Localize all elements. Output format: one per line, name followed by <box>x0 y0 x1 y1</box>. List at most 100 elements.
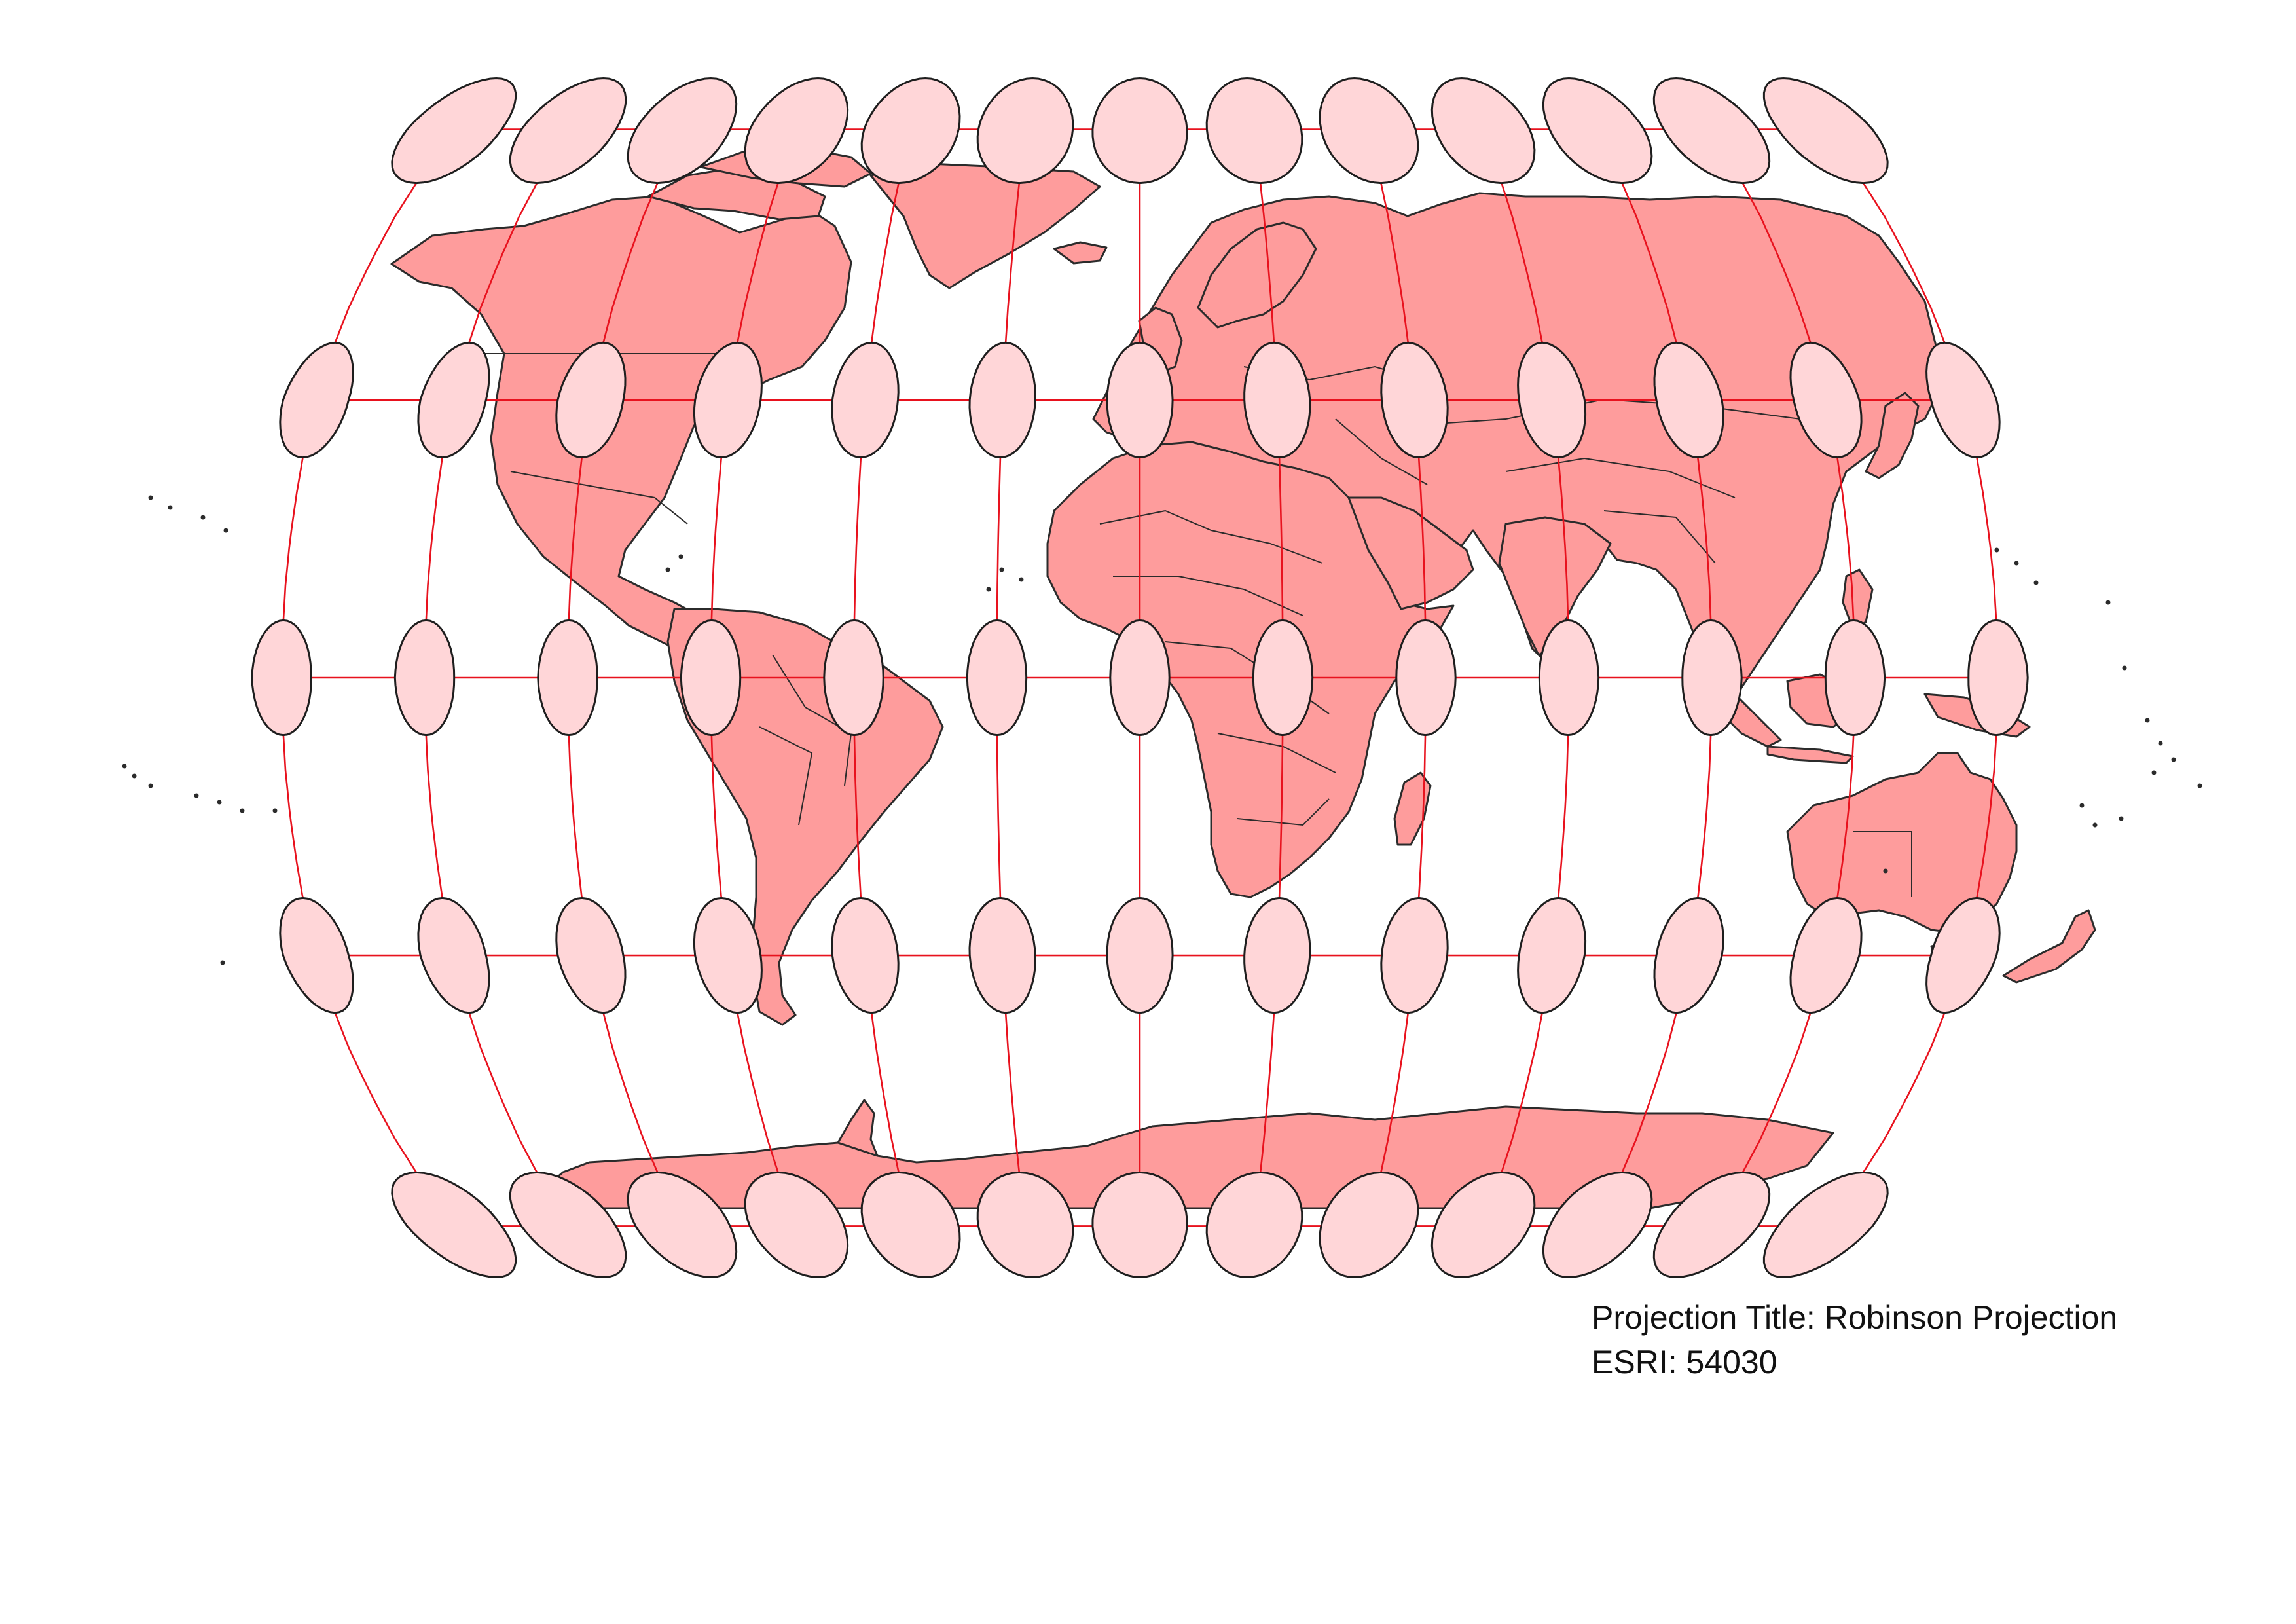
tissot-ellipse <box>1762 1171 1889 1279</box>
tissot-ellipse <box>279 896 354 1014</box>
tissot-ellipse <box>744 77 849 185</box>
tissot-ellipse <box>1205 1171 1303 1279</box>
islet <box>986 587 991 592</box>
tissot-indicatrices <box>251 77 2029 1279</box>
tissot-ellipse <box>968 896 1036 1014</box>
tissot-ellipse <box>976 77 1074 185</box>
scandinavia <box>1197 221 1317 329</box>
islet <box>272 808 278 813</box>
tissot-ellipse <box>1967 619 2029 737</box>
tissot-ellipse <box>1430 1171 1536 1279</box>
tissot-ellipse <box>1925 341 2001 459</box>
tissot-ellipse <box>860 77 961 185</box>
tissot-ellipse <box>555 896 627 1014</box>
tissot-ellipse <box>391 77 517 185</box>
islet <box>2079 803 2085 808</box>
islet <box>2119 816 2124 821</box>
islet <box>220 960 225 965</box>
esri-code: ESRI: 54030 <box>1592 1344 1777 1380</box>
projection-title: Projection Title: Robinson Projection <box>1592 1299 2118 1336</box>
tissot-ellipse <box>1243 896 1311 1014</box>
tissot-ellipse <box>1319 1171 1419 1279</box>
islet <box>2158 741 2163 746</box>
tissot-ellipse <box>1925 896 2001 1014</box>
tissot-ellipse <box>860 1171 961 1279</box>
islet <box>240 808 245 813</box>
islet <box>678 554 683 559</box>
tissot-ellipse <box>1824 619 1886 737</box>
tissot-ellipse <box>1653 341 1724 459</box>
tissot-ellipse <box>1789 896 1863 1014</box>
islet <box>217 800 222 805</box>
islet <box>2171 757 2176 762</box>
islet <box>132 773 137 779</box>
tissot-ellipse <box>627 1171 738 1279</box>
islet <box>200 515 206 520</box>
islet <box>2092 822 2098 828</box>
islet <box>194 793 199 798</box>
iceland <box>1053 241 1108 265</box>
tissot-ellipse <box>1653 896 1724 1014</box>
japan <box>1865 392 1920 479</box>
tissot-ellipse <box>417 896 490 1014</box>
tissot-ellipse <box>831 896 900 1014</box>
tissot-ellipse <box>1538 619 1600 737</box>
tissot-ellipse <box>1106 341 1174 459</box>
islet <box>168 505 173 510</box>
tissot-ellipse <box>1319 77 1419 185</box>
islet <box>148 783 153 788</box>
tissot-ellipse <box>555 341 627 459</box>
islet <box>1019 577 1024 582</box>
islet <box>1883 868 1888 874</box>
islet <box>2151 770 2157 775</box>
tissot-ellipse <box>831 341 900 459</box>
philippines <box>1842 568 1874 630</box>
tissot-ellipse <box>1789 341 1863 459</box>
tissot-ellipse <box>509 1171 627 1279</box>
tissot-ellipse <box>1252 619 1314 737</box>
islet <box>2197 783 2202 788</box>
tissot-ellipse <box>393 619 456 737</box>
tissot-ellipse <box>537 619 598 737</box>
tissot-ellipse <box>1091 1171 1188 1279</box>
tissot-ellipse <box>1652 1171 1771 1279</box>
new-zealand <box>2002 909 2096 984</box>
tissot-ellipse <box>1395 619 1457 737</box>
tissot-ellipse <box>1430 77 1536 185</box>
tissot-ellipse <box>1205 77 1303 185</box>
tissot-ellipse <box>1681 619 1743 737</box>
continent-north-america <box>390 195 852 656</box>
tissot-ellipse <box>966 619 1028 737</box>
islet <box>2105 600 2111 605</box>
tissot-ellipse <box>627 77 738 185</box>
islet <box>665 567 670 572</box>
islet <box>1994 547 1999 553</box>
islet <box>999 567 1004 572</box>
tissot-ellipse <box>1106 896 1174 1014</box>
tissot-ellipse <box>976 1171 1074 1279</box>
tissot-ellipse <box>968 341 1036 459</box>
tissot-ellipse <box>1542 77 1653 185</box>
java <box>1766 745 1854 764</box>
tissot-ellipse <box>680 619 742 737</box>
tissot-ellipse <box>417 341 490 459</box>
tissot-ellipse <box>251 619 312 737</box>
tissot-ellipse <box>509 77 627 185</box>
tissot-ellipse <box>1243 341 1311 459</box>
tissot-ellipse <box>823 619 884 737</box>
islet <box>2014 561 2019 566</box>
tissot-ellipse <box>1762 77 1889 185</box>
islet <box>223 528 228 533</box>
islet <box>122 764 127 769</box>
tissot-ellipse <box>279 341 354 459</box>
tissot-ellipse <box>391 1171 517 1279</box>
tissot-ellipse <box>1091 77 1188 185</box>
islet <box>2145 718 2150 723</box>
tissot-ellipse <box>744 1171 849 1279</box>
arabian-peninsula <box>1347 496 1474 610</box>
tissot-ellipse <box>1517 896 1587 1014</box>
madagascar <box>1393 771 1432 846</box>
islet <box>148 495 153 500</box>
tissot-ellipse <box>693 896 763 1014</box>
